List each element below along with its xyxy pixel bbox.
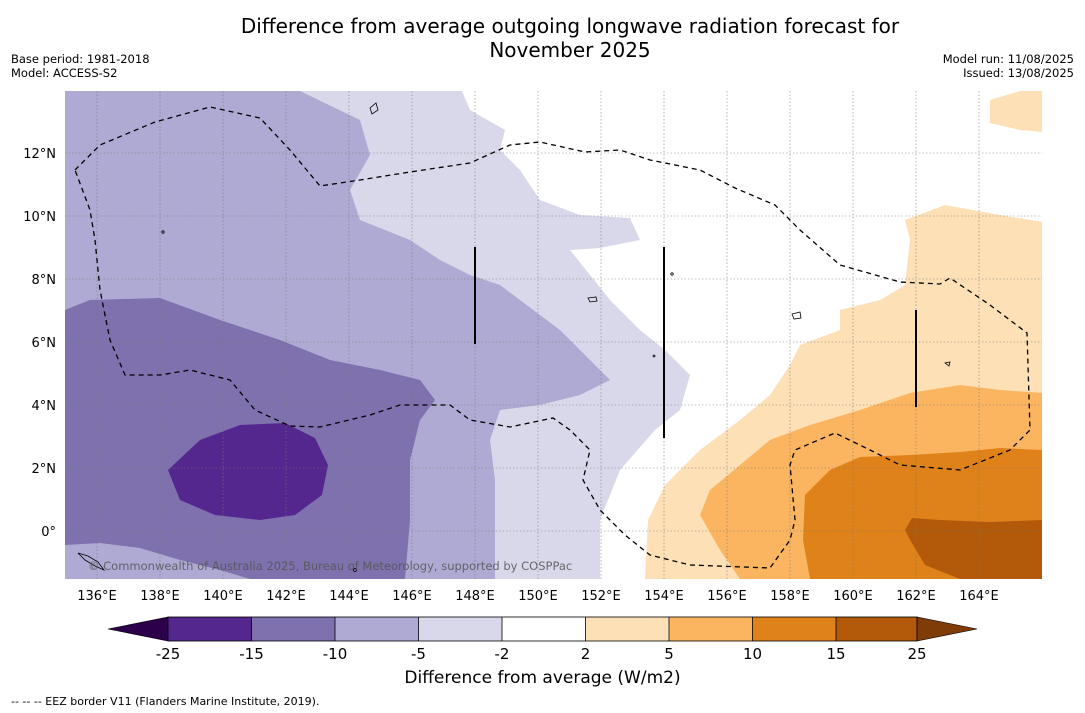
lat-label: 12°N: [23, 147, 56, 162]
lat-label: 2°N: [32, 462, 57, 477]
longitude-labels: 136°E 138°E 140°E 142°E 144°E 146°E 148°…: [77, 589, 999, 604]
lat-label: 6°N: [32, 336, 57, 351]
colorbar-tick: -15: [239, 645, 264, 663]
lat-label: 8°N: [32, 273, 57, 288]
colorbar-frame: [167, 616, 918, 642]
islands: [77, 102, 951, 572]
title-line-2: November 2025: [489, 38, 651, 62]
region-minus-25: [168, 423, 328, 520]
gridlines: [65, 91, 1042, 579]
colorbar-bin-1: [251, 617, 335, 641]
colorbar-tick: 5: [664, 645, 674, 663]
colorbar-bin-5: [585, 617, 669, 641]
latitude-labels: 12°N 10°N 8°N 6°N 4°N 2°N 0°: [23, 147, 56, 540]
colorbar-bin-8: [836, 617, 917, 641]
title-line-1: Difference from average outgoing longwav…: [240, 14, 900, 38]
lon-label: 162°E: [896, 589, 936, 604]
lon-label: 144°E: [329, 589, 369, 604]
lon-label: 148°E: [455, 589, 495, 604]
colorbar-tick: 25: [907, 645, 926, 663]
colorbar-title: Difference from average (W/m2): [404, 668, 681, 688]
colorbar-bin-2: [335, 617, 419, 641]
lat-label: 10°N: [23, 210, 56, 225]
lon-label: 140°E: [203, 589, 243, 604]
colorbar-bin-3: [418, 617, 502, 641]
copyright-text: © Commonwealth of Australia 2025, Bureau…: [88, 559, 572, 573]
colorbar-bin-4: [502, 617, 586, 641]
map-title: Difference from average outgoing longwav…: [170, 14, 970, 62]
colorbar-bin-6: [669, 617, 753, 641]
colorbar-bin-7: [752, 617, 836, 641]
footnote: -- -- -- EEZ border V11 (Flanders Marine…: [11, 695, 320, 708]
colorbar-tick: -10: [323, 645, 348, 663]
lon-label: 146°E: [392, 589, 432, 604]
region-plus-2-north: [990, 91, 1042, 132]
colorbar-tick: -5: [411, 645, 426, 663]
lon-label: 158°E: [770, 589, 810, 604]
model-name: Model: ACCESS-S2: [11, 66, 118, 80]
colorbar-tick: -2: [495, 645, 510, 663]
lon-label: 152°E: [581, 589, 621, 604]
lon-label: 156°E: [707, 589, 747, 604]
lon-label: 142°E: [266, 589, 306, 604]
model-run: Model run: 11/08/2025: [942, 52, 1074, 66]
lon-label: 150°E: [518, 589, 558, 604]
colorbar-bin-0: [168, 617, 252, 641]
colorbar-tick: 2: [581, 645, 591, 663]
base-period: Base period: 1981-2018: [11, 52, 150, 66]
colorbar-extend-low: [107, 616, 169, 642]
meta-left: Base period: 1981-2018 Model: ACCESS-S2: [11, 52, 150, 80]
lat-label: 4°N: [32, 399, 57, 414]
meta-right: Model run: 11/08/2025 Issued: 13/08/2025: [943, 52, 1074, 80]
lon-label: 154°E: [644, 589, 684, 604]
colorbar-extend-high: [916, 616, 978, 642]
lat-label: 0°: [41, 525, 56, 540]
lon-label: 160°E: [833, 589, 873, 604]
issued-date: Issued: 13/08/2025: [963, 66, 1074, 80]
lon-label: 164°E: [959, 589, 999, 604]
colorbar-tick: -25: [156, 645, 181, 663]
eez-border: [74, 106, 1031, 569]
region-plus-15: [905, 518, 1042, 579]
region-minus-10-coastal: [65, 543, 250, 579]
colorbar-tick: 15: [826, 645, 845, 663]
lon-label: 138°E: [140, 589, 180, 604]
anomaly-field: [65, 91, 1042, 579]
lon-label: 136°E: [77, 589, 117, 604]
colorbar-tick: 10: [743, 645, 762, 663]
colorbar: -25 -15 -10 -5 -2 2 5 10 15 25: [107, 616, 978, 663]
